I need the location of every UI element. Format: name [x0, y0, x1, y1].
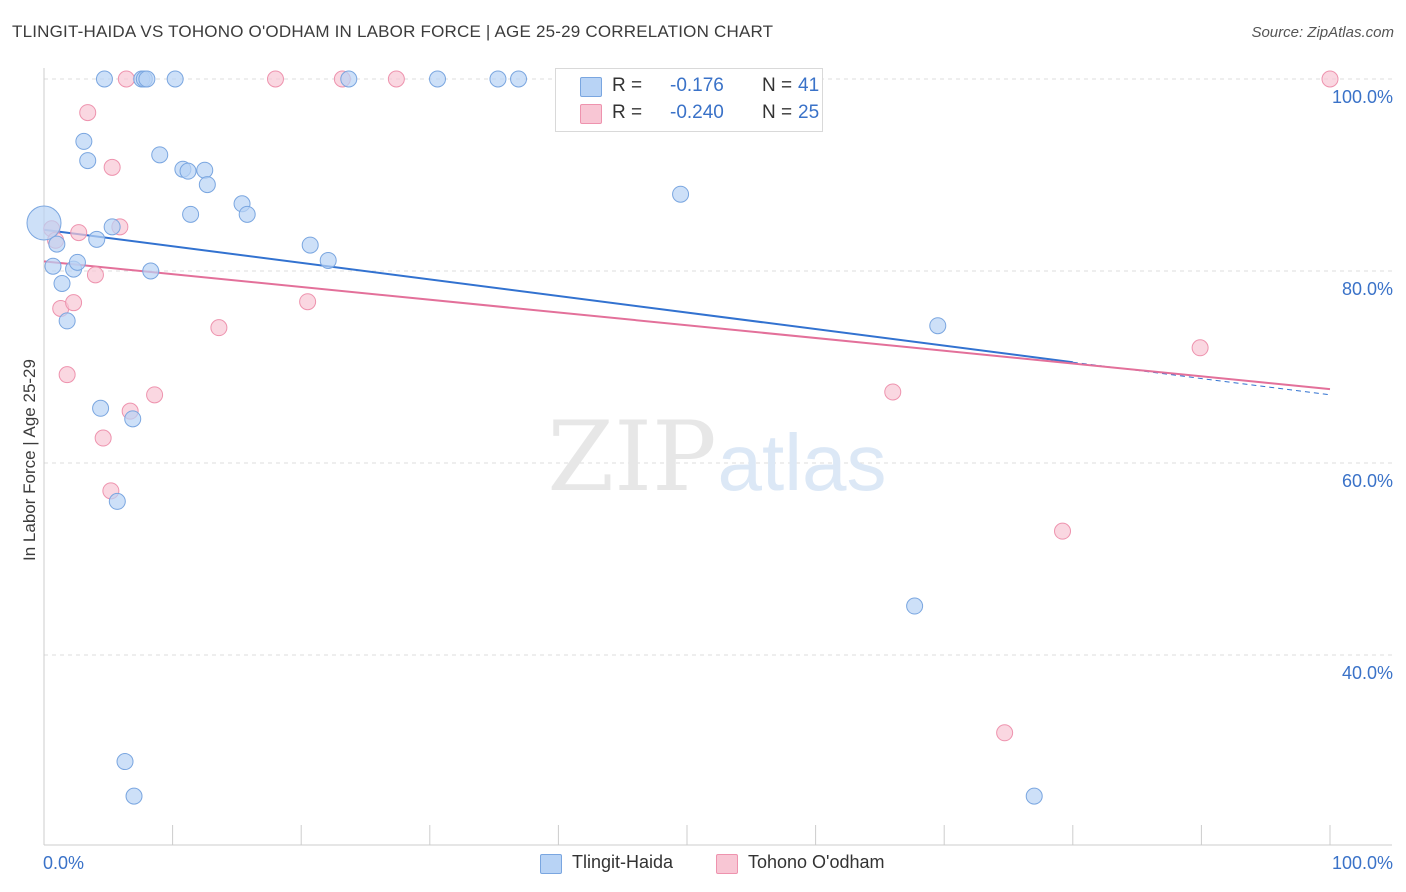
tlingit-point — [48, 235, 66, 253]
stats-r-value: -0.176 — [670, 75, 724, 96]
tlingit-point — [489, 70, 507, 88]
tohono-point — [58, 366, 76, 384]
stats-r-label: R = — [612, 102, 643, 123]
tohono-point — [387, 70, 405, 88]
tlingit-point — [53, 274, 71, 292]
stats-n-label: N = — [762, 102, 793, 123]
tlingit-point — [182, 205, 200, 223]
stats-box: R = -0.176 N = 41 R = -0.240 N = 25 — [555, 68, 823, 132]
tlingit-point — [198, 176, 216, 194]
gridlines — [44, 78, 1392, 656]
y-tick-label: 80.0% — [1342, 279, 1393, 299]
tlingit-point — [79, 152, 97, 170]
tlingit-trend-line-extension — [1072, 361, 1331, 396]
tlingit-point — [26, 205, 62, 241]
tlingit-point — [166, 70, 184, 88]
tohono-point — [65, 294, 83, 312]
y-tick-label: 40.0% — [1342, 663, 1393, 683]
tohono-trend-line — [43, 260, 1331, 391]
y-tick-label: 100.0% — [1332, 87, 1393, 107]
tohono-point — [103, 158, 121, 176]
tlingit-point — [125, 787, 143, 805]
tlingit-point — [301, 236, 319, 254]
tohono-point — [1321, 70, 1339, 88]
x-tick-label: 100.0% — [1332, 853, 1393, 873]
tohono-point — [299, 293, 317, 311]
tlingit-point — [510, 70, 528, 88]
tohono-point — [117, 70, 135, 88]
tlingit-point — [75, 132, 93, 150]
tohono-point — [266, 70, 284, 88]
tlingit-point — [108, 492, 126, 510]
tlingit-point — [340, 70, 358, 88]
tlingit-point — [929, 317, 947, 335]
tlingit-point — [1025, 787, 1043, 805]
tohono-point — [146, 386, 164, 404]
tlingit-point — [44, 257, 62, 275]
tlingit-point — [672, 185, 690, 203]
stats-swatch-blue — [580, 77, 602, 97]
source-label: Source: ZipAtlas.com — [1251, 24, 1394, 41]
tlingit-point — [142, 262, 160, 280]
chart-title: TLINGIT-HAIDA VS TOHONO O'ODHAM IN LABOR… — [12, 22, 774, 41]
x-tick-label: 0.0% — [43, 853, 84, 873]
stats-r-label: R = — [612, 75, 643, 96]
data-points — [26, 70, 1339, 805]
legend-swatch-pink — [716, 854, 738, 874]
tohono-point — [210, 319, 228, 337]
tohono-point — [1191, 339, 1209, 357]
tlingit-point — [906, 597, 924, 615]
tlingit-point — [238, 205, 256, 223]
tlingit-point — [95, 70, 113, 88]
axes — [43, 68, 1392, 846]
watermark-atlas: atlas — [718, 418, 887, 507]
stats-swatch-pink — [580, 104, 602, 124]
tlingit-point — [179, 162, 197, 180]
tlingit-point — [196, 161, 214, 179]
legend-label: Tlingit-Haida — [572, 852, 674, 872]
tlingit-point — [103, 218, 121, 236]
tick-labels: 100.0% 80.0% 60.0% 40.0% 0.0% 100.0% — [43, 87, 1393, 873]
tlingit-point — [116, 753, 134, 771]
tlingit-point — [429, 70, 447, 88]
stats-n-value: 25 — [798, 102, 820, 123]
tlingit-point — [151, 146, 169, 164]
tlingit-point — [58, 312, 76, 330]
stats-r-value: -0.240 — [670, 102, 724, 123]
stats-n-value: 41 — [798, 75, 820, 96]
tlingit-point — [124, 410, 142, 428]
tlingit-point — [88, 230, 106, 248]
tohono-point — [79, 104, 97, 122]
tlingit-point — [92, 399, 110, 417]
watermark: ZIP atlas — [547, 401, 886, 513]
tlingit-point — [319, 251, 337, 269]
y-tick-label: 60.0% — [1342, 471, 1393, 491]
stats-n-label: N = — [762, 75, 793, 96]
trend-lines — [43, 228, 1331, 396]
tohono-point — [996, 724, 1014, 742]
legend-swatch-blue — [540, 854, 562, 874]
watermark-zip: ZIP — [547, 401, 716, 513]
legend-label: Tohono O'odham — [748, 852, 885, 872]
tohono-point — [94, 429, 112, 447]
tohono-point — [70, 224, 88, 242]
tohono-point — [86, 266, 104, 284]
tohono-point — [1054, 522, 1072, 540]
tlingit-trend-line — [43, 228, 1073, 364]
tlingit-point — [68, 253, 86, 271]
tlingit-point — [138, 70, 156, 88]
tohono-point — [884, 383, 902, 401]
